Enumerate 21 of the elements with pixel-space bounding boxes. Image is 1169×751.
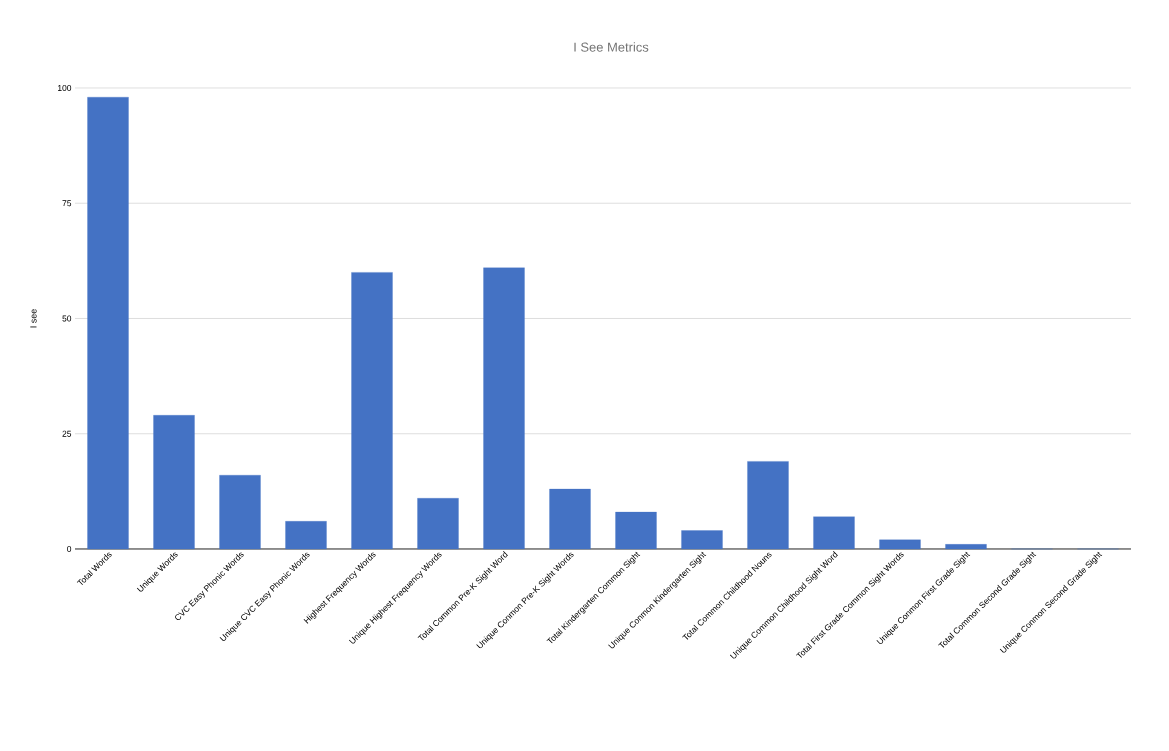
bar	[87, 97, 129, 550]
y-tick-label: 25	[62, 430, 72, 437]
y-tick-label: 0	[67, 545, 72, 552]
bar	[747, 461, 789, 550]
bar	[945, 544, 987, 550]
bar	[417, 498, 459, 550]
bar	[219, 475, 261, 550]
bar	[153, 415, 195, 550]
y-axis-title: I see	[30, 309, 37, 328]
bar	[879, 539, 921, 550]
y-tick-label: 50	[62, 315, 72, 322]
bar	[549, 488, 591, 550]
bar	[813, 516, 855, 550]
y-tick-label: 75	[62, 200, 72, 207]
chart-title: I See Metrics	[574, 42, 649, 52]
bar	[483, 267, 525, 550]
bar	[681, 530, 723, 550]
bar	[615, 511, 657, 550]
bar	[351, 272, 393, 550]
y-tick-label: 100	[58, 84, 72, 91]
bar	[285, 521, 327, 550]
